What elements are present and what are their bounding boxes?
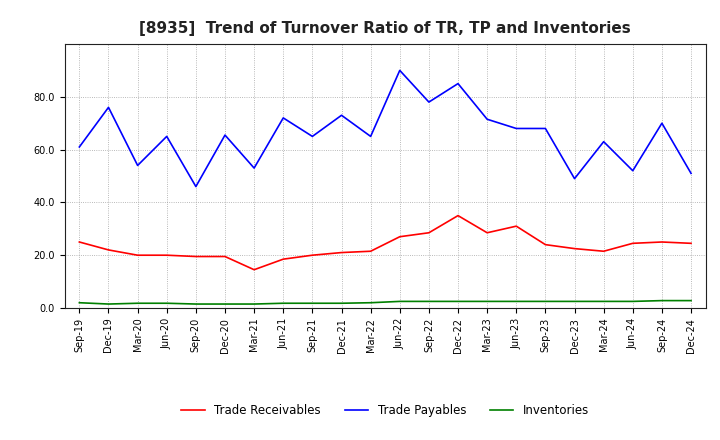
Inventories <box>483 299 492 304</box>
Trade Receivables <box>163 253 171 258</box>
Trade Receivables <box>599 249 608 254</box>
Inventories <box>687 298 696 303</box>
Trade Receivables <box>512 224 521 229</box>
Inventories <box>454 299 462 304</box>
Trade Receivables <box>454 213 462 218</box>
Trade Receivables <box>395 234 404 239</box>
Trade Payables <box>512 126 521 131</box>
Trade Payables <box>220 132 229 138</box>
Inventories <box>425 299 433 304</box>
Trade Payables <box>104 105 113 110</box>
Line: Inventories: Inventories <box>79 301 691 304</box>
Trade Receivables <box>337 250 346 255</box>
Inventories <box>657 298 666 303</box>
Trade Payables <box>657 121 666 126</box>
Trade Payables <box>395 68 404 73</box>
Trade Receivables <box>541 242 550 247</box>
Trade Payables <box>163 134 171 139</box>
Inventories <box>599 299 608 304</box>
Trade Payables <box>337 113 346 118</box>
Title: [8935]  Trend of Turnover Ratio of TR, TP and Inventories: [8935] Trend of Turnover Ratio of TR, TP… <box>140 21 631 36</box>
Inventories <box>279 301 287 306</box>
Trade Receivables <box>220 254 229 259</box>
Trade Payables <box>483 117 492 122</box>
Inventories <box>220 301 229 307</box>
Trade Receivables <box>104 247 113 253</box>
Inventories <box>337 301 346 306</box>
Trade Payables <box>541 126 550 131</box>
Trade Receivables <box>629 241 637 246</box>
Trade Payables <box>454 81 462 86</box>
Inventories <box>104 301 113 307</box>
Trade Payables <box>366 134 375 139</box>
Trade Receivables <box>483 230 492 235</box>
Trade Payables <box>570 176 579 181</box>
Line: Trade Payables: Trade Payables <box>79 70 691 187</box>
Trade Receivables <box>687 241 696 246</box>
Inventories <box>512 299 521 304</box>
Inventories <box>163 301 171 306</box>
Inventories <box>570 299 579 304</box>
Trade Payables <box>687 171 696 176</box>
Trade Payables <box>599 139 608 144</box>
Trade Receivables <box>133 253 142 258</box>
Inventories <box>541 299 550 304</box>
Trade Payables <box>308 134 317 139</box>
Trade Receivables <box>308 253 317 258</box>
Trade Receivables <box>192 254 200 259</box>
Trade Receivables <box>250 267 258 272</box>
Inventories <box>366 300 375 305</box>
Inventories <box>133 301 142 306</box>
Trade Payables <box>425 99 433 105</box>
Trade Receivables <box>657 239 666 245</box>
Trade Payables <box>629 168 637 173</box>
Trade Payables <box>279 115 287 121</box>
Trade Receivables <box>279 257 287 262</box>
Inventories <box>308 301 317 306</box>
Trade Payables <box>75 144 84 150</box>
Trade Receivables <box>366 249 375 254</box>
Line: Trade Receivables: Trade Receivables <box>79 216 691 270</box>
Trade Payables <box>192 184 200 189</box>
Trade Receivables <box>570 246 579 251</box>
Trade Receivables <box>75 239 84 245</box>
Inventories <box>250 301 258 307</box>
Trade Payables <box>133 163 142 168</box>
Inventories <box>629 299 637 304</box>
Inventories <box>75 300 84 305</box>
Inventories <box>192 301 200 307</box>
Legend: Trade Receivables, Trade Payables, Inventories: Trade Receivables, Trade Payables, Inven… <box>176 398 595 423</box>
Inventories <box>395 299 404 304</box>
Trade Payables <box>250 165 258 171</box>
Trade Receivables <box>425 230 433 235</box>
